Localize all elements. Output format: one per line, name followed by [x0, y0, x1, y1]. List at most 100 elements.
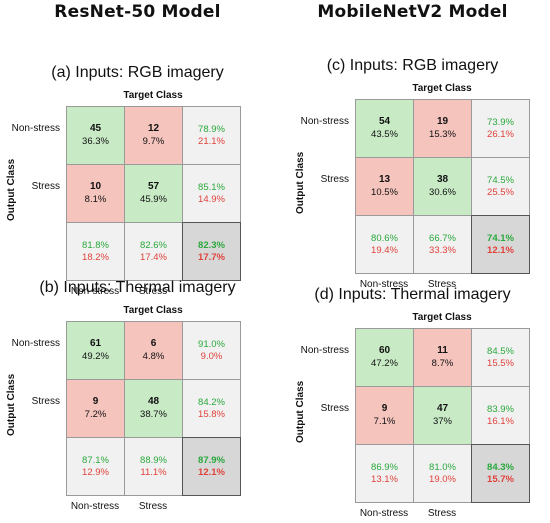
correct-cell: 61 49.2% — [66, 321, 125, 380]
error-rate: 18.2% — [82, 251, 109, 263]
cell-percent: 4.8% — [142, 350, 165, 362]
overall-accuracy-cell: 82.3% 17.7% — [182, 222, 241, 281]
target-class-label: Target Class — [412, 83, 472, 94]
correct-rate: 86.9% — [371, 461, 398, 473]
summary-cell: 91.0% 9.0% — [182, 321, 241, 380]
summary-cell: 87.1% 12.9% — [66, 437, 125, 496]
cell-count: 13 — [378, 174, 391, 186]
row-label: Stress — [31, 396, 60, 407]
cell-count: 19 — [436, 116, 449, 128]
cell-percent: 37% — [432, 415, 452, 427]
cell-percent: 49.2% — [82, 350, 109, 362]
error-rate: 15.8% — [198, 408, 225, 420]
cell-count: 60 — [378, 345, 391, 357]
summary-cell: 80.6% 19.4% — [355, 215, 414, 274]
correct-cell: 45 36.3% — [66, 106, 125, 165]
cell-percent: 38.7% — [140, 408, 167, 420]
row-label: Non-stress — [11, 338, 60, 349]
correct-rate: 80.6% — [371, 232, 398, 244]
error-rate: 12.1% — [487, 244, 514, 256]
error-rate: 16.1% — [487, 415, 514, 427]
overall-accuracy-cell: 74.1% 12.1% — [471, 215, 530, 274]
correct-cell: 57 45.9% — [124, 164, 183, 223]
correct-rate: 66.7% — [429, 232, 456, 244]
confusion-matrix-panel: (b) Inputs: Thermal imagery Target Class O… — [0, 279, 275, 523]
error-rate: 21.1% — [198, 135, 225, 147]
panel-title: (b) Inputs: Thermal imagery — [39, 279, 236, 296]
summary-cell: 73.9% 26.1% — [471, 99, 530, 158]
misclassified-cell: 19 15.3% — [413, 99, 472, 158]
target-class-label: Target Class — [123, 305, 183, 316]
cell-percent: 15.3% — [429, 128, 456, 140]
target-class-label: Target Class — [412, 312, 472, 323]
correct-rate: 88.9% — [140, 454, 167, 466]
summary-cell: 81.0% 19.0% — [413, 444, 472, 503]
correct-rate: 91.0% — [198, 338, 225, 350]
column-label: Stress — [427, 508, 457, 519]
correct-rate: 87.9% — [198, 454, 225, 466]
correct-cell: 54 43.5% — [355, 99, 414, 158]
row-label: Non-stress — [300, 345, 349, 356]
cell-count: 38 — [436, 174, 449, 186]
correct-rate: 74.1% — [487, 232, 514, 244]
error-rate: 25.5% — [487, 186, 514, 198]
correct-cell: 38 30.6% — [413, 157, 472, 216]
confusion-matrix-panel: (c) Inputs: RGB imagery Target Class Outpu… — [275, 28, 550, 290]
cell-count: 45 — [89, 123, 102, 135]
error-rate: 15.5% — [487, 357, 514, 369]
column-label: Non-stress — [70, 286, 120, 297]
error-rate: 9.0% — [200, 350, 223, 362]
error-rate: 14.9% — [198, 193, 225, 205]
column-label: Non-stress — [359, 508, 409, 519]
cell-percent: 7.2% — [84, 408, 107, 420]
column-label: Non-stress — [70, 501, 120, 512]
row-label: Stress — [31, 181, 60, 192]
correct-rate: 82.6% — [140, 239, 167, 251]
correct-rate: 84.2% — [198, 396, 225, 408]
cell-count: 57 — [147, 181, 160, 193]
summary-cell: 84.5% 15.5% — [471, 328, 530, 387]
error-rate: 17.4% — [140, 251, 167, 263]
correct-cell: 60 47.2% — [355, 328, 414, 387]
correct-rate: 74.5% — [487, 174, 514, 186]
correct-cell: 48 38.7% — [124, 379, 183, 438]
summary-cell: 88.9% 11.1% — [124, 437, 183, 496]
error-rate: 19.4% — [371, 244, 398, 256]
panel-title: (d) Inputs: Thermal imagery — [314, 286, 511, 303]
row-label: Stress — [320, 403, 349, 414]
panel-title: (a) Inputs: RGB imagery — [51, 64, 224, 81]
misclassified-cell: 6 4.8% — [124, 321, 183, 380]
error-rate: 19.0% — [429, 473, 456, 485]
summary-cell: 86.9% 13.1% — [355, 444, 414, 503]
cell-percent: 47.2% — [371, 357, 398, 369]
correct-rate: 85.1% — [198, 181, 225, 193]
correct-rate: 83.9% — [487, 403, 514, 415]
model-title-mobilenet: MobileNetV2 Model — [317, 2, 508, 22]
misclassified-cell: 9 7.1% — [355, 386, 414, 445]
panel-title: (c) Inputs: RGB imagery — [326, 57, 499, 74]
misclassified-cell: 11 8.7% — [413, 328, 472, 387]
cell-percent: 8.1% — [84, 193, 107, 205]
error-rate: 17.7% — [198, 251, 225, 263]
cell-count: 11 — [437, 345, 448, 357]
correct-rate: 82.3% — [198, 239, 225, 251]
column-label: Non-stress — [359, 279, 409, 290]
cell-percent: 8.7% — [431, 357, 454, 369]
error-rate: 15.7% — [487, 473, 514, 485]
correct-rate: 87.1% — [82, 454, 109, 466]
cell-count: 12 — [147, 123, 160, 135]
error-rate: 12.1% — [198, 466, 225, 478]
summary-cell: 81.8% 18.2% — [66, 222, 125, 281]
summary-cell: 83.9% 16.1% — [471, 386, 530, 445]
summary-cell: 78.9% 21.1% — [182, 106, 241, 165]
correct-rate: 81.0% — [429, 461, 456, 473]
row-label: Non-stress — [300, 116, 349, 127]
summary-cell: 84.2% 15.8% — [182, 379, 241, 438]
overall-accuracy-cell: 87.9% 12.1% — [182, 437, 241, 496]
correct-rate: 73.9% — [487, 116, 514, 128]
summary-cell: 82.6% 17.4% — [124, 222, 183, 281]
summary-cell: 66.7% 33.3% — [413, 215, 472, 274]
error-rate: 12.9% — [82, 466, 109, 478]
column-label: Stress — [138, 286, 168, 297]
target-class-label: Target Class — [123, 90, 183, 101]
